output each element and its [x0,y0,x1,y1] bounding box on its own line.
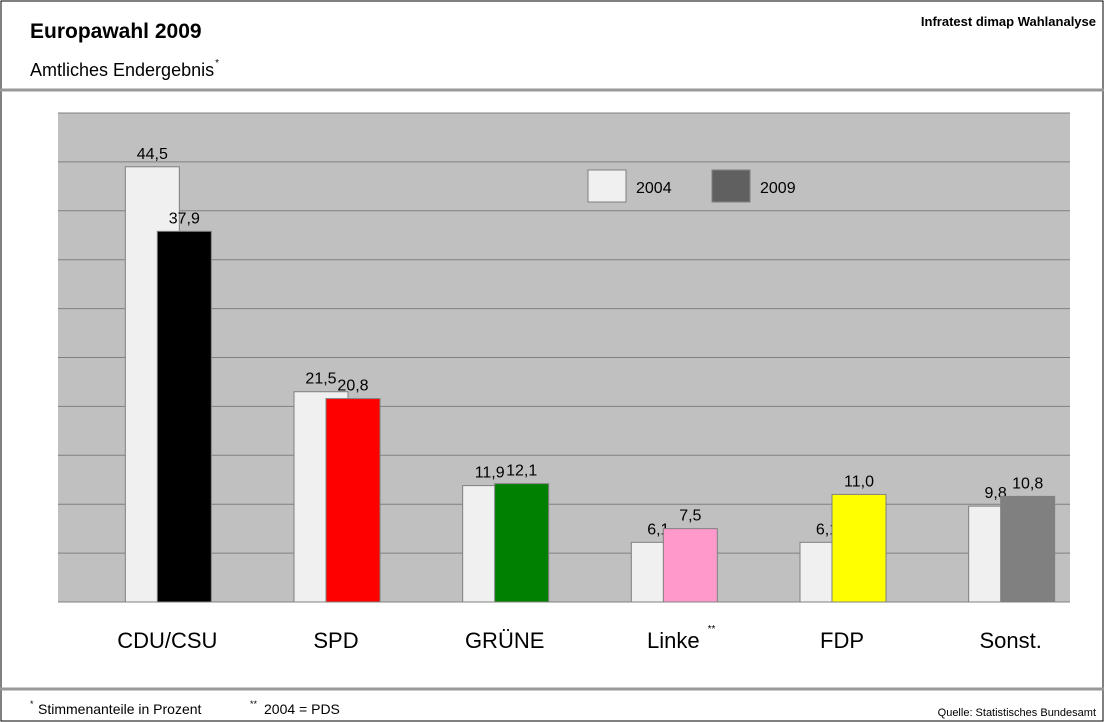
value-label: 37,9 [169,210,200,227]
x-tick-label: Sonst. [979,628,1041,653]
legend-swatch [711,169,751,203]
chart-subtitle: Amtliches Endergebnis [30,60,214,80]
source: Quelle: Statistisches Bundesamt [938,707,1096,719]
legend-swatch [587,169,627,203]
bar [156,230,212,603]
category-mark: ** [708,624,716,635]
value-label: 20,8 [337,378,368,395]
value-label: 7,5 [679,508,701,525]
value-label: 12,1 [506,463,537,480]
legend-label: 2009 [760,180,796,197]
value-label: 21,5 [305,371,336,388]
footnote-mark: ** [250,699,258,709]
footnote: 2004 = PDS [264,701,340,717]
subtitle-mark: * [215,58,219,69]
x-tick-label: FDP [820,628,864,653]
x-tick-label: CDU/CSU [117,628,217,653]
chart-title: Europawahl 2009 [30,20,202,43]
value-label: 44,5 [137,146,168,163]
value-label: 11,9 [475,465,505,482]
bar [831,493,887,603]
bar [494,483,550,603]
value-label: 11,0 [844,473,874,490]
bar [325,398,381,603]
legend-label: 2004 [636,180,672,197]
x-tick-label: GRÜNE [465,628,544,653]
x-tick-label: Linke [647,628,700,653]
source-header: Infratest dimap Wahlanalyse [921,14,1096,29]
bar [662,528,718,603]
x-tick-label: SPD [313,628,358,653]
bar [1000,495,1056,603]
footnote-mark: * [30,699,34,709]
footnote: Stimmenanteile in Prozent [38,701,202,717]
value-label: 10,8 [1012,475,1043,492]
